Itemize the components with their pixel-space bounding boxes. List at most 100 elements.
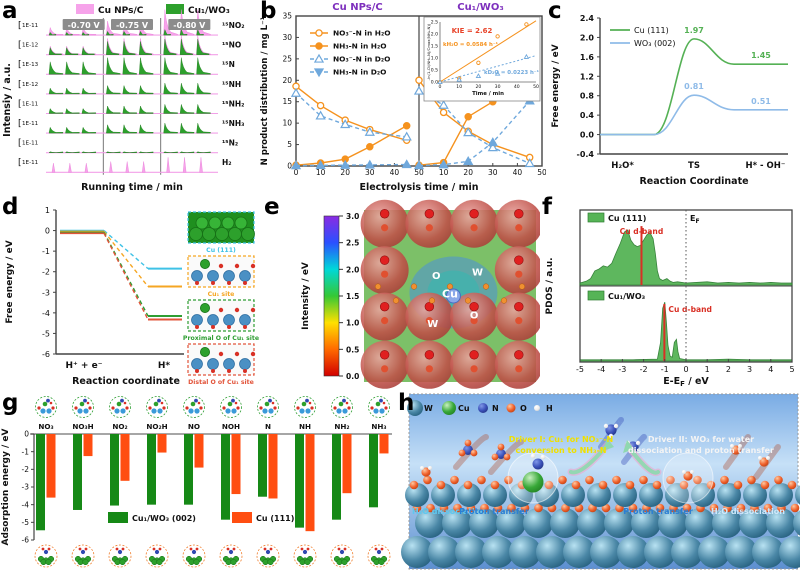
x-tick-label: 10 bbox=[316, 168, 326, 177]
process-label: Proton transfer bbox=[623, 507, 693, 516]
colorbar: 3.0 2.5 2.0 1.5 1.0 0.5 0.0 Intensity / eV bbox=[301, 212, 359, 381]
intermediate-icon-bottom bbox=[256, 544, 280, 568]
inset-y-tick: 0.0 bbox=[431, 80, 438, 86]
scale-label: 1E-13 bbox=[22, 62, 39, 68]
y-axis-label: PDOS / a.u. bbox=[545, 257, 555, 314]
species-label: H₂ bbox=[222, 158, 232, 167]
intermediate-icon-top bbox=[331, 396, 353, 418]
process-label: H₂O dissociation bbox=[711, 507, 785, 516]
panel-a-legend: Cu NPs/C Cu₁/WO₃ bbox=[76, 4, 230, 16]
y-tick-label: -4 bbox=[42, 309, 50, 318]
bar-cu1wo3 bbox=[221, 434, 230, 520]
colorbar-label: Intensity / eV bbox=[301, 262, 311, 330]
colorbar-tick: 0.5 bbox=[346, 345, 359, 354]
bar-cu1wo3 bbox=[147, 434, 156, 505]
legend-label: Cu (111) bbox=[256, 514, 294, 523]
ms-trace-row: [1E-13 ¹⁵N bbox=[18, 57, 235, 75]
bar-cu111 bbox=[268, 434, 278, 499]
x-axis-label: Reaction Coordinate bbox=[639, 176, 748, 187]
panel-h: h W Cu N O H Driver I: Cu₁ for NO₃⁻-N conversi… bbox=[396, 392, 800, 571]
bar-cu1wo3 bbox=[184, 434, 193, 505]
x-tick-label: 50 bbox=[537, 168, 546, 177]
y-tick-label: 0.8 bbox=[580, 92, 595, 101]
intermediate-icon-top bbox=[294, 396, 316, 418]
intermediate-icon-bottom bbox=[367, 544, 391, 568]
x-category-label: H⁺ + e⁻ bbox=[66, 361, 103, 371]
legend-label: NH₃-N in H₂O bbox=[333, 42, 387, 51]
y-tick-label: 5 bbox=[287, 140, 292, 149]
x-tick-label: 50 bbox=[414, 168, 424, 177]
inset-x-tick: 20 bbox=[475, 84, 481, 90]
scale-label: 1E-12 bbox=[22, 82, 38, 88]
dband-label: Cu d-band bbox=[620, 227, 664, 236]
y-tick-label: 0.0 bbox=[580, 131, 595, 140]
y-tick-label: 0 bbox=[24, 430, 29, 439]
bar-cu111 bbox=[157, 434, 167, 453]
atom-label: Cu bbox=[442, 288, 458, 301]
panel-b-legend: NO₃⁻-N in H₂O NH₃-N in H₂O NO₃⁻-N in D₂O NH… bbox=[310, 29, 391, 78]
atom-label: O bbox=[432, 271, 441, 282]
y-axis-label: Intensiy / a.u. bbox=[2, 63, 13, 137]
panel-e-label: e bbox=[264, 194, 280, 220]
panel-d-label: d bbox=[2, 194, 19, 220]
y-axis-label: N product distribution / mg L⁻¹ bbox=[260, 16, 270, 165]
legend-label: Cu₁/WO₃ (002) bbox=[132, 514, 196, 523]
x-tick-label: 20 bbox=[463, 168, 473, 177]
legend-label: WO₃ (002) bbox=[634, 39, 675, 48]
bar-cu111 bbox=[342, 434, 352, 494]
y-tick-label: -0.4 bbox=[577, 150, 595, 159]
value-label: 0.81 bbox=[684, 82, 704, 91]
x-category-label: N bbox=[265, 422, 271, 431]
structure-inset-label: Cu₁ site bbox=[208, 291, 235, 298]
inset-y-tick: 2.5 bbox=[431, 20, 438, 26]
axis-bracket: [ bbox=[18, 80, 22, 90]
x-tick-label: 30 bbox=[365, 168, 375, 177]
subpanel-title: Cu NPs/C bbox=[332, 2, 382, 13]
scale-label: 1E-11 bbox=[22, 101, 39, 107]
intermediate-icon-top bbox=[146, 396, 168, 418]
atom-label: O bbox=[470, 310, 479, 321]
x-category-label: NO bbox=[188, 422, 200, 431]
x-tick-label: 20 bbox=[340, 168, 350, 177]
y-tick-label: -2 bbox=[42, 268, 50, 277]
intermediate-icon-bottom bbox=[330, 544, 354, 568]
x-tick-label: 5 bbox=[789, 365, 794, 374]
bar-cu111 bbox=[46, 434, 56, 498]
intermediate-icon-top bbox=[257, 396, 279, 418]
y-tick-label: 10 bbox=[282, 119, 292, 128]
scale-label: 1E-11 bbox=[22, 121, 39, 127]
y-tick-label: -1 bbox=[22, 447, 30, 456]
axis-bracket: [ bbox=[18, 41, 22, 51]
y-tick-label: 0 bbox=[287, 162, 292, 171]
inset-y-tick: 1.5 bbox=[431, 44, 438, 50]
axis-bracket: [ bbox=[18, 99, 22, 109]
y-tick-label: 15 bbox=[282, 97, 292, 106]
x-category-label: NO₂ bbox=[112, 422, 127, 431]
x-axis-label: Electrolysis time / min bbox=[359, 182, 478, 193]
species-label: ¹⁵NH₂ bbox=[222, 99, 244, 108]
intermediate-icon-bottom bbox=[219, 544, 243, 568]
panel-c-chart: -0.4 0.0 0.4 0.8 1.2 1.6 2.0 2.4 H₂O* TS H* - OH⁻ R… bbox=[551, 14, 788, 187]
legend-label: NO₃⁻-N in D₂O bbox=[333, 55, 390, 64]
cu-single-atom bbox=[522, 453, 546, 493]
bar-cu111 bbox=[194, 434, 204, 468]
panel-b: b Cu NPs/C Cu₁/WO₃ 0 5 10 15 20 25 30 35 0 10 20 30 40… bbox=[258, 0, 546, 196]
y-tick-label: -3 bbox=[22, 483, 30, 492]
y-tick-label: 25 bbox=[282, 54, 292, 63]
panel-e-image: 3.0 2.5 2.0 1.5 1.0 0.5 0.0 Intensity / eV O W Cu W… bbox=[301, 199, 540, 389]
scale-label: 1E-11 bbox=[22, 23, 39, 29]
ms-trace-row: [1E-12 ¹⁵NH bbox=[18, 80, 241, 95]
driver1-text: conversion to NH₃-N bbox=[515, 446, 606, 455]
x-tick-label: 10 bbox=[439, 168, 449, 177]
x-tick-label: 3 bbox=[747, 365, 752, 374]
x-category-label: H* bbox=[158, 361, 171, 371]
panel-e: e 3.0 2.5 2.0 1.5 1.0 0.5 0.0 Intensity / eV O W C… bbox=[262, 196, 540, 392]
x-category-label: NH bbox=[299, 422, 311, 431]
x-category-label: NO₃ bbox=[38, 422, 53, 431]
ms-trace-row: [1E-11 ¹⁵N₂ bbox=[18, 139, 238, 154]
colorbar-tick: 2.0 bbox=[346, 265, 359, 274]
y-tick-label: 0.4 bbox=[580, 111, 595, 120]
y-tick-label: 1 bbox=[45, 206, 50, 215]
x-tick-label: -1 bbox=[661, 365, 669, 374]
bar-cu111 bbox=[120, 434, 130, 481]
